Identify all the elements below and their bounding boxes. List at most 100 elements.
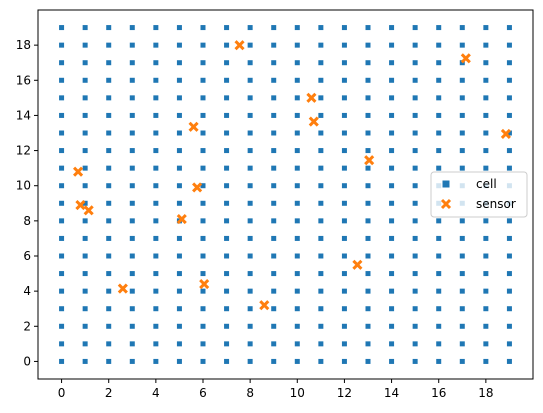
sensor-marker xyxy=(308,116,319,127)
cell-marker xyxy=(153,130,159,136)
cell-marker xyxy=(436,130,442,136)
cell-marker xyxy=(176,306,182,312)
cell-marker xyxy=(176,235,182,241)
x-tick-label: 14 xyxy=(384,386,399,400)
cell-marker xyxy=(59,42,65,48)
cell-marker xyxy=(341,183,347,189)
cell-marker xyxy=(483,358,489,364)
cell-marker xyxy=(224,288,230,294)
plot-frame-group xyxy=(37,9,534,380)
cell-marker xyxy=(59,77,65,83)
cell-marker xyxy=(82,25,88,31)
cell-marker xyxy=(247,306,253,312)
cell-marker xyxy=(318,95,324,101)
cell-marker xyxy=(412,271,418,277)
cell-marker xyxy=(176,253,182,259)
cell-marker xyxy=(106,200,112,206)
cell-marker xyxy=(59,25,65,31)
cell-marker xyxy=(389,323,395,329)
y-axis-ticks: 0 2 4 6 8 10 12 14 16 18 xyxy=(16,38,38,368)
cell-marker xyxy=(294,112,300,118)
cell-marker xyxy=(389,200,395,206)
cell-marker xyxy=(294,25,300,31)
cell-marker xyxy=(436,148,442,154)
cell-marker xyxy=(271,42,277,48)
cell-marker xyxy=(483,42,489,48)
cell-marker xyxy=(129,271,135,277)
cell-marker xyxy=(200,253,206,259)
cell-marker xyxy=(459,341,465,347)
cell-marker xyxy=(412,60,418,66)
cell-marker xyxy=(59,235,65,241)
cell-marker xyxy=(129,358,135,364)
legend-sensor-label: sensor xyxy=(476,197,516,211)
cell-marker xyxy=(224,130,230,136)
sensor-marker xyxy=(75,199,86,211)
cell-marker xyxy=(129,288,135,294)
cell-marker xyxy=(506,95,512,101)
cell-marker xyxy=(483,218,489,224)
cell-marker xyxy=(106,358,112,364)
cell-marker xyxy=(224,148,230,154)
cell-marker xyxy=(365,235,371,241)
cell-marker xyxy=(106,218,112,224)
cell-marker xyxy=(459,271,465,277)
cell-marker xyxy=(153,358,159,364)
cell-marker xyxy=(200,200,206,206)
cell-marker xyxy=(318,42,324,48)
cell-marker xyxy=(176,130,182,136)
cell-marker xyxy=(341,306,347,312)
cell-marker xyxy=(389,42,395,48)
cell-marker xyxy=(318,235,324,241)
cell-marker xyxy=(106,323,112,329)
cell-marker xyxy=(459,218,465,224)
x-tick-label: 12 xyxy=(337,386,352,400)
cell-marker xyxy=(365,112,371,118)
cell-marker xyxy=(153,288,159,294)
cell-marker xyxy=(82,288,88,294)
cell-marker xyxy=(176,148,182,154)
cell-marker xyxy=(153,253,159,259)
cell-marker xyxy=(106,288,112,294)
cell-marker xyxy=(412,148,418,154)
cell-marker xyxy=(412,341,418,347)
sensor-marker xyxy=(352,259,363,270)
cell-marker xyxy=(271,60,277,66)
cell-marker xyxy=(318,130,324,136)
cell-marker xyxy=(412,200,418,206)
y-tick-label: 12 xyxy=(16,144,31,158)
cell-marker xyxy=(412,183,418,189)
cell-marker xyxy=(59,341,65,347)
cell-marker xyxy=(153,112,159,118)
cell-marker xyxy=(365,200,371,206)
cell-marker xyxy=(247,341,253,347)
x-tick-label: 4 xyxy=(152,386,160,400)
cell-marker xyxy=(153,95,159,101)
cell-marker xyxy=(176,77,182,83)
cell-marker xyxy=(318,148,324,154)
y-tick-label: 4 xyxy=(23,284,31,298)
cell-marker xyxy=(153,25,159,31)
cell-marker xyxy=(271,25,277,31)
cell-marker xyxy=(294,200,300,206)
cell-marker xyxy=(412,25,418,31)
legend-box xyxy=(430,171,528,218)
cell-marker xyxy=(82,341,88,347)
cell-marker xyxy=(459,358,465,364)
cell-marker xyxy=(200,165,206,171)
cell-marker xyxy=(106,60,112,66)
cell-marker xyxy=(82,165,88,171)
plot-frame xyxy=(37,9,534,380)
cell-marker xyxy=(459,112,465,118)
cell-marker xyxy=(412,306,418,312)
cell-marker xyxy=(389,341,395,347)
cell-marker xyxy=(389,148,395,154)
cell-marker xyxy=(341,218,347,224)
cell-marker xyxy=(341,271,347,277)
cell-marker xyxy=(436,358,442,364)
cell-marker xyxy=(59,306,65,312)
cell-marker xyxy=(506,341,512,347)
cell-marker xyxy=(224,165,230,171)
cell-marker xyxy=(412,112,418,118)
legend-sensor-marker xyxy=(440,198,452,210)
